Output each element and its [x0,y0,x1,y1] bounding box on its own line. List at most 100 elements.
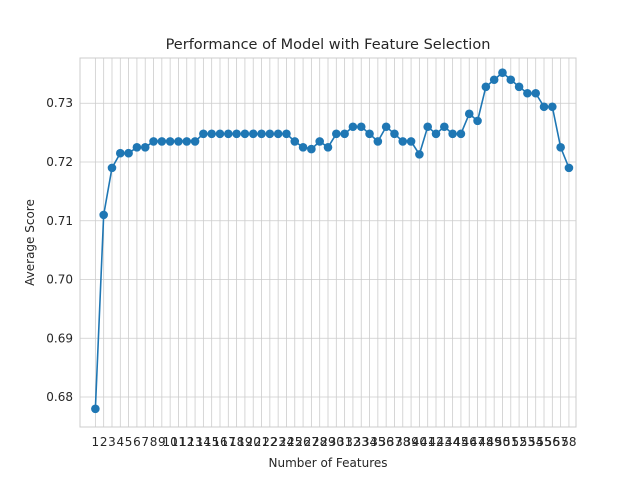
x-tick-label: 42 [428,435,443,449]
x-tick-label: 24 [279,435,294,449]
x-tick-label: 36 [379,435,394,449]
data-point [207,129,216,139]
x-tick-label: 47 [470,435,485,449]
x-tick-label: 46 [462,435,477,449]
data-point [406,137,416,146]
data-point [232,129,241,139]
data-point [556,143,565,152]
data-point [115,148,125,158]
x-tick-label: 48 [478,435,493,449]
data-point [174,137,183,146]
x-tick-label: 11 [171,435,186,449]
x-tick-label: 8 [150,435,158,449]
data-point [473,116,482,126]
x-tick-label: 28 [312,435,327,449]
data-point [365,129,374,139]
data-point [323,143,333,152]
data-point [282,129,291,139]
x-axis-label: Number of Features [269,456,388,470]
data-point [165,137,175,146]
data-point [224,129,233,139]
x-tick-label: 21 [254,435,269,449]
x-tick-label: 14 [196,435,211,449]
x-tick-label: 58 [561,435,576,449]
data-point [489,75,499,85]
x-tick-label: 57 [553,435,568,449]
data-point [107,163,117,173]
x-tick-label: 7 [141,435,149,449]
x-tick-label: 34 [362,435,377,449]
y-tick-label: 0.71 [46,214,73,228]
x-tick-label: 13 [187,435,202,449]
x-tick-label: 55 [536,435,551,449]
x-tick-label: 43 [437,435,452,449]
data-point [514,82,524,92]
data-point [423,122,432,132]
chart-title: Performance of Model with Feature Select… [166,37,491,53]
x-tick-label: 29 [320,435,335,449]
x-tick-label: 4 [116,435,124,449]
data-point [91,404,100,414]
data-point [348,122,358,132]
data-point [140,143,150,152]
data-point [390,129,399,139]
series-line [94,71,570,409]
x-tick-label: 9 [158,435,166,449]
x-tick-label: 16 [212,435,227,449]
y-tick-label: 0.70 [46,273,73,287]
data-point [257,129,266,139]
data-point [315,137,324,146]
x-tick-label: 3 [108,435,116,449]
y-axis-label: Average Score [23,199,37,286]
x-tick-label: 26 [295,435,310,449]
data-point [523,88,532,98]
data-point [415,150,424,159]
x-tick-label: 20 [246,435,261,449]
x-tick-label: 15 [204,435,219,449]
x-tick-label: 32 [345,435,360,449]
x-tick-label: 19 [237,435,252,449]
data-point [448,129,457,139]
x-tick-label: 38 [395,435,410,449]
x-tick-label: 45 [453,435,468,449]
x-tick-label: 53 [520,435,535,449]
data-point [431,129,441,139]
data-point [548,102,557,112]
data-point [273,129,283,139]
x-tick-label: 23 [271,435,286,449]
data-point [124,148,133,158]
data-point [440,122,449,132]
y-tick-label: 0.69 [46,331,73,345]
data-point [464,109,474,119]
data-point [182,137,192,146]
x-tick-label: 2 [100,435,108,449]
x-tick-label: 50 [495,435,510,449]
y-tick-labels: 0.68 0.69 0.70 0.71 0.72 0.73 [46,96,73,404]
data-point [456,129,466,139]
data-point [506,75,516,85]
x-tick-label: 56 [545,435,560,449]
data-point [215,129,225,139]
x-tick-label: 10 [163,435,178,449]
x-tick-label: 17 [221,435,236,449]
x-tick-label: 41 [420,435,435,449]
data-point [290,137,300,146]
data-point [539,102,549,112]
x-tick-label: 25 [287,435,302,449]
x-tick-label: 5 [125,435,133,449]
x-tick-label: 35 [370,435,385,449]
x-tick-label: 52 [511,435,526,449]
x-tick-label: 44 [445,435,460,449]
x-tick-label: 1 [92,435,100,449]
data-point [381,122,391,132]
x-tick-label: 51 [503,435,518,449]
data-point [356,122,366,132]
data-point [190,137,200,146]
x-tick-label: 12 [179,435,194,449]
data-point [298,143,308,152]
x-tick-label: 33 [354,435,369,449]
data-point [332,129,341,139]
data-point [99,210,108,220]
x-tick-label: 40 [412,435,427,449]
